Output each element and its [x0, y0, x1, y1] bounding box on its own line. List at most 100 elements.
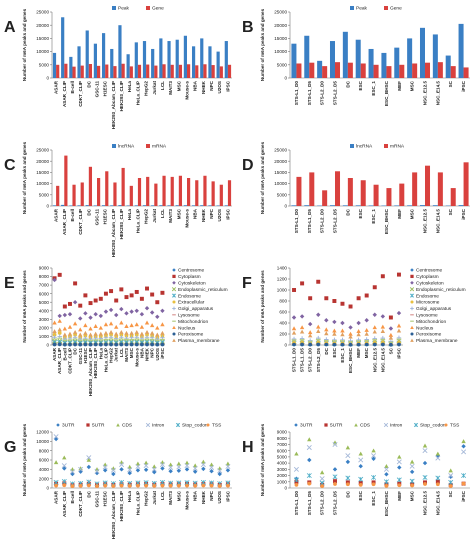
marker	[108, 307, 114, 313]
marker	[293, 466, 299, 472]
x-tick-label: HEK293_CLIP	[119, 491, 124, 521]
marker	[57, 327, 62, 332]
y-tick-label: 10000	[36, 49, 49, 54]
y-tick-label: 15000	[36, 170, 49, 175]
marker	[69, 469, 75, 475]
x-tick-label: HEK293_Abcam_CLIP	[88, 348, 93, 396]
bar	[463, 162, 469, 206]
marker	[294, 451, 299, 456]
bar	[56, 185, 60, 206]
marker	[78, 484, 83, 488]
bar	[110, 48, 114, 78]
legend-swatch	[444, 423, 448, 427]
marker	[67, 301, 72, 306]
y-axis-title: Number of m6A peaks and genes	[260, 270, 265, 343]
marker	[435, 479, 440, 484]
bar	[450, 188, 456, 206]
x-tick-label: MAIT3	[168, 81, 173, 95]
x-tick-label: HEK293_CLIP	[93, 348, 98, 378]
x-tick-label: HEK293_Abcam_CLIP	[111, 81, 116, 129]
marker	[102, 464, 108, 470]
marker	[461, 444, 466, 449]
bar	[342, 31, 348, 78]
marker	[103, 291, 108, 296]
marker	[151, 466, 157, 472]
legend-label: 3UTR	[300, 423, 313, 429]
y-tick-label: 15000	[36, 36, 49, 41]
legend-label: Cytoskeleton	[178, 281, 206, 287]
bar	[394, 205, 400, 206]
marker	[111, 471, 116, 477]
marker	[358, 457, 364, 463]
bar	[80, 182, 84, 206]
x-tick-label: Jurkat	[152, 209, 157, 223]
marker	[291, 326, 297, 331]
marker	[134, 342, 139, 347]
y-axis-title: Number of m6A peaks and genes	[22, 141, 27, 214]
x-tick-label: ASAR_CLIP	[57, 348, 62, 374]
x-tick-label: HeLa	[127, 81, 132, 93]
bar	[146, 176, 150, 206]
marker	[145, 342, 149, 347]
marker	[383, 466, 389, 472]
bar	[61, 204, 65, 206]
x-tick-label: NSC_E12.5	[372, 348, 377, 373]
y-tick-label: 10000	[274, 181, 287, 186]
x-tick-label: HepG2	[144, 81, 149, 96]
legend-label: lncRNA	[118, 144, 135, 150]
bar	[425, 62, 431, 78]
marker	[52, 329, 57, 334]
marker	[217, 484, 222, 488]
bar	[146, 64, 150, 78]
marker	[94, 468, 100, 474]
y-tick-label: 0	[46, 343, 49, 348]
legend-swatch	[413, 422, 419, 428]
bar	[97, 178, 101, 206]
bar	[419, 27, 425, 78]
x-tick-label: iPSC	[461, 208, 466, 219]
marker	[129, 323, 134, 328]
x-tick-label: STS-L1_D5	[307, 491, 312, 516]
bar	[322, 66, 328, 78]
y-tick-label: 0	[284, 204, 287, 209]
marker	[53, 436, 59, 442]
x-tick-label: STS-L2_D0	[320, 209, 325, 234]
legend-label: Lysosome	[178, 313, 200, 319]
marker	[86, 457, 92, 462]
marker	[364, 331, 369, 336]
marker	[185, 483, 189, 488]
y-tick-label: 20000	[36, 159, 49, 164]
legend-swatch	[172, 325, 176, 330]
legend-swatch	[171, 293, 177, 298]
legend-swatch	[86, 423, 90, 427]
marker	[324, 327, 329, 332]
marker	[72, 329, 78, 334]
marker	[62, 312, 68, 318]
marker	[129, 342, 134, 347]
marker	[409, 459, 415, 464]
bar	[445, 55, 451, 78]
marker	[435, 451, 441, 456]
panel-label: G	[4, 439, 16, 456]
marker	[88, 301, 93, 306]
marker	[83, 293, 88, 298]
marker	[119, 467, 124, 472]
y-tick-label: 5000	[277, 454, 288, 459]
bar	[52, 205, 57, 206]
y-tick-label: 1000	[277, 288, 288, 293]
bar	[77, 205, 81, 206]
legend-swatch	[410, 300, 414, 304]
bar	[304, 35, 310, 78]
marker	[73, 281, 78, 286]
marker	[103, 322, 109, 327]
marker	[201, 466, 206, 472]
x-tick-label: STS-L1_D0	[294, 491, 299, 516]
marker	[324, 331, 329, 336]
marker	[144, 483, 148, 488]
legend-label: Nucleus	[178, 325, 196, 331]
x-tick-label: CDKT_CLIP	[78, 491, 83, 517]
y-tick-label: 2000	[39, 476, 50, 481]
marker	[201, 483, 206, 488]
x-tick-label: DC	[86, 80, 91, 87]
y-tick-label: 0	[46, 486, 49, 491]
